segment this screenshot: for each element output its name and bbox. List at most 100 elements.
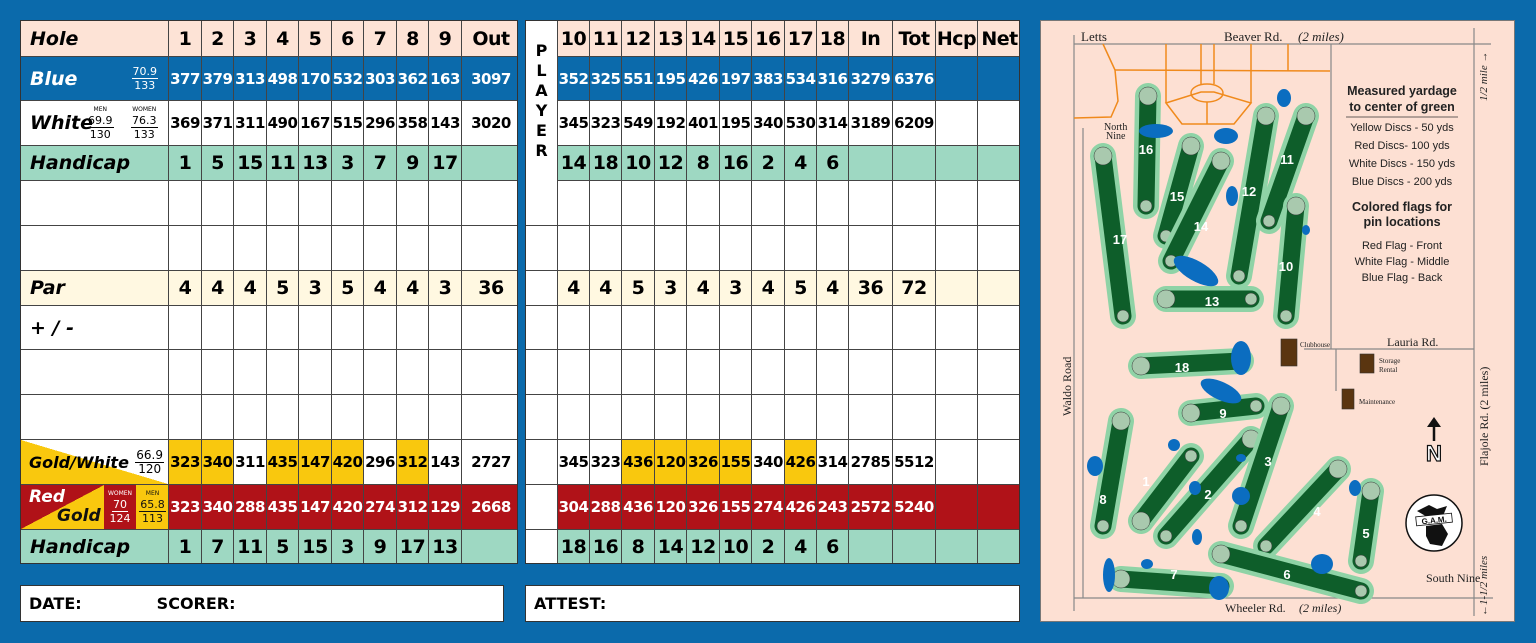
score-entry-cell[interactable] [397,306,429,349]
score-entry-cell[interactable] [267,226,299,270]
score-entry-cell[interactable] [364,226,397,270]
score-entry-cell[interactable] [849,350,893,394]
score-entry-cell[interactable] [687,306,720,349]
score-entry-cell[interactable] [267,181,299,225]
player-name-cell[interactable] [21,181,169,225]
score-entry-cell[interactable] [655,181,687,225]
score-entry-cell[interactable] [687,226,720,270]
score-entry-cell[interactable] [655,226,687,270]
score-entry-cell[interactable] [267,306,299,349]
score-entry-cell[interactable] [558,350,590,394]
score-entry-cell[interactable] [202,226,234,270]
score-entry-cell[interactable] [622,226,655,270]
score-entry-cell[interactable] [893,306,936,349]
score-entry-cell[interactable] [655,306,687,349]
score-entry-cell[interactable] [169,395,202,439]
score-entry-cell[interactable] [720,350,752,394]
score-entry-cell[interactable] [752,181,785,225]
score-entry-cell[interactable] [429,181,462,225]
score-entry-cell[interactable] [234,226,267,270]
player-column[interactable] [526,181,558,225]
score-entry-cell[interactable] [397,350,429,394]
score-entry-cell[interactable] [462,395,520,439]
score-entry-cell[interactable] [720,181,752,225]
player-column[interactable] [526,350,558,394]
score-entry-cell[interactable] [817,181,849,225]
score-entry-cell[interactable] [462,350,520,394]
score-entry-cell[interactable] [590,226,622,270]
score-entry-cell[interactable] [978,181,1021,225]
score-entry-cell[interactable] [622,350,655,394]
score-entry-cell[interactable] [299,350,332,394]
score-entry-cell[interactable] [817,226,849,270]
score-entry-cell[interactable] [364,350,397,394]
score-entry-cell[interactable] [234,350,267,394]
score-entry-cell[interactable] [462,181,520,225]
score-entry-cell[interactable] [332,395,364,439]
score-entry-cell[interactable] [752,226,785,270]
score-entry-cell[interactable] [429,350,462,394]
score-entry-cell[interactable] [655,395,687,439]
score-entry-cell[interactable] [817,306,849,349]
score-entry-cell[interactable] [590,350,622,394]
score-entry-cell[interactable] [893,181,936,225]
score-entry-cell[interactable] [817,350,849,394]
score-entry-cell[interactable] [169,350,202,394]
score-entry-cell[interactable] [817,395,849,439]
score-entry-cell[interactable] [397,181,429,225]
score-entry-cell[interactable] [785,395,817,439]
score-entry-cell[interactable] [364,395,397,439]
score-entry-cell[interactable] [202,181,234,225]
attest-field[interactable]: ATTEST: [525,585,1020,622]
score-entry-cell[interactable] [202,395,234,439]
score-entry-cell[interactable] [429,226,462,270]
score-entry-cell[interactable] [893,226,936,270]
score-entry-cell[interactable] [752,306,785,349]
score-entry-cell[interactable] [655,350,687,394]
player-name-cell[interactable] [21,395,169,439]
score-entry-cell[interactable] [332,181,364,225]
score-entry-cell[interactable] [169,226,202,270]
score-entry-cell[interactable] [332,226,364,270]
score-entry-cell[interactable] [893,350,936,394]
score-entry-cell[interactable] [687,395,720,439]
score-entry-cell[interactable] [936,350,978,394]
score-entry-cell[interactable] [720,395,752,439]
player-column[interactable] [526,226,558,270]
score-entry-cell[interactable] [234,306,267,349]
score-entry-cell[interactable] [936,226,978,270]
score-entry-cell[interactable] [202,306,234,349]
score-entry-cell[interactable] [720,306,752,349]
score-entry-cell[interactable] [267,350,299,394]
score-entry-cell[interactable] [978,226,1021,270]
score-entry-cell[interactable] [299,181,332,225]
score-entry-cell[interactable] [849,395,893,439]
score-entry-cell[interactable] [558,181,590,225]
score-entry-cell[interactable] [169,306,202,349]
score-entry-cell[interactable] [364,306,397,349]
score-entry-cell[interactable] [590,306,622,349]
score-entry-cell[interactable] [558,226,590,270]
score-entry-cell[interactable] [364,181,397,225]
score-entry-cell[interactable] [622,306,655,349]
score-entry-cell[interactable] [558,395,590,439]
score-entry-cell[interactable] [234,181,267,225]
score-entry-cell[interactable] [299,226,332,270]
score-entry-cell[interactable] [429,306,462,349]
score-entry-cell[interactable] [558,306,590,349]
score-entry-cell[interactable] [936,395,978,439]
score-entry-cell[interactable] [687,350,720,394]
score-entry-cell[interactable] [590,181,622,225]
score-entry-cell[interactable] [978,395,1021,439]
score-entry-cell[interactable] [462,306,520,349]
score-entry-cell[interactable] [785,306,817,349]
score-entry-cell[interactable] [849,226,893,270]
score-entry-cell[interactable] [429,395,462,439]
score-entry-cell[interactable] [234,395,267,439]
score-entry-cell[interactable] [978,306,1021,349]
player-name-cell[interactable] [21,226,169,270]
score-entry-cell[interactable] [687,181,720,225]
score-entry-cell[interactable] [936,181,978,225]
player-column[interactable] [526,395,558,439]
score-entry-cell[interactable] [720,226,752,270]
